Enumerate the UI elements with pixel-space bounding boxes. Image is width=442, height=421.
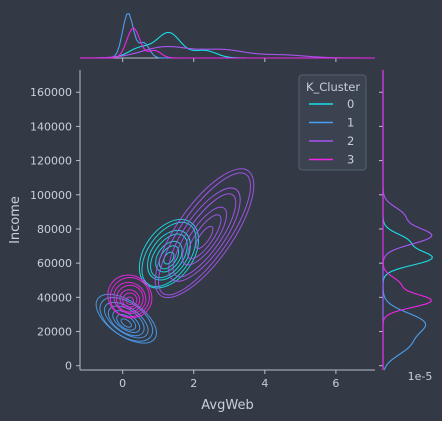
kde-contour-series-2	[168, 187, 241, 282]
marginal-x-density-series-3	[80, 27, 375, 59]
marginal-x-density-series-1	[80, 13, 375, 59]
kde-contours	[95, 168, 255, 344]
kde-contour-series-1	[95, 293, 157, 344]
y-tick-label: 20000	[37, 326, 72, 339]
legend-label-1: 1	[347, 116, 354, 130]
kde-contour-series-1	[120, 318, 132, 328]
y-tick-label: 160000	[30, 86, 72, 99]
kde-contour-series-2	[195, 225, 214, 250]
y-tick-label: 40000	[37, 291, 72, 304]
x-tick-label: 4	[261, 377, 268, 390]
kde-contour-series-0	[150, 233, 188, 279]
y-tick-label: 120000	[30, 155, 72, 168]
y-axis-label: Income	[8, 196, 23, 244]
x-tick-label: 6	[332, 377, 339, 390]
y-tick-label: 100000	[30, 189, 72, 202]
kde-contour-series-0	[155, 240, 183, 273]
kde-contour-series-1	[103, 301, 149, 339]
kde-contour-series-3	[125, 296, 135, 305]
marginal-offset-label: 1e-5	[408, 370, 433, 383]
y-tick-label: 140000	[30, 120, 72, 133]
kde-contour-series-2	[181, 206, 228, 266]
y-tick-label: 0	[65, 360, 72, 373]
kde-contour-series-3	[113, 281, 147, 314]
legend-label-3: 3	[347, 153, 354, 167]
kde-contour-series-2	[187, 214, 222, 260]
kde-contour-series-2	[157, 172, 251, 296]
kde-contour-series-3	[119, 289, 141, 310]
marginal-x-density-series-0	[79, 31, 375, 59]
kde-contour-series-1	[112, 310, 141, 334]
kde-contour-series-2	[172, 193, 237, 278]
kde-contour-series-0	[141, 221, 197, 287]
x-axis-label: AvgWeb	[201, 398, 253, 413]
marginal-y-density-series-1	[382, 70, 427, 371]
x-tick-label: 0	[119, 377, 126, 390]
kde-contour-series-2	[154, 168, 255, 299]
marginal-y-density-series-2	[382, 70, 433, 370]
kde-contour-series-3	[107, 274, 153, 319]
kde-contour-series-3	[122, 292, 138, 308]
marginal-y-density-series-3	[382, 70, 432, 370]
kde-contour-series-0	[138, 219, 200, 289]
kde-contour-series-3	[116, 284, 144, 313]
legend-label-2: 2	[347, 134, 354, 148]
legend: K_Cluster 0 1 2 3	[298, 74, 367, 171]
kde-contour-series-0	[147, 229, 191, 281]
kde-contour-series-0	[158, 245, 180, 270]
x-tick-label: 2	[190, 377, 197, 390]
y-tick-label: 60000	[37, 257, 72, 270]
legend-label-0: 0	[347, 97, 354, 111]
legend-title: K_Cluster	[306, 80, 360, 94]
y-tick-label: 80000	[37, 223, 72, 236]
